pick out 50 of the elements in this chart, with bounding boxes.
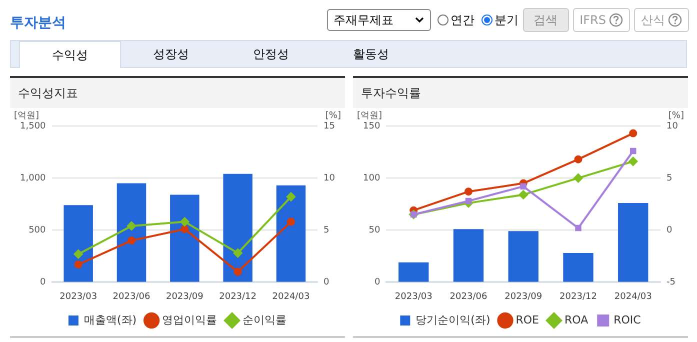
y2-tick-label: -5 xyxy=(666,278,676,288)
x-tick-label: 2023/09 xyxy=(166,292,204,302)
legend-label: 영업이익률 xyxy=(162,313,218,326)
y2-tick-label: 5 xyxy=(666,173,672,184)
y-axis-title: [억원] xyxy=(357,110,382,121)
y-axis-title: [억원] xyxy=(14,110,40,121)
legend-label: 매출액(좌) xyxy=(84,313,137,326)
text: 안정성 xyxy=(252,46,290,63)
text: 연간 xyxy=(450,12,475,28)
y-tick-label: 0 xyxy=(374,278,380,288)
text: 활동성 xyxy=(352,46,390,63)
legend-label: ROIC xyxy=(614,313,642,326)
text: 산식 xyxy=(634,8,689,32)
y2-axis-title: [%] xyxy=(668,110,684,121)
y2-tick-label: 0 xyxy=(666,225,673,236)
text: IFRS xyxy=(572,8,630,32)
legend-label: 순이익률 xyxy=(242,313,287,326)
text: 주재무제표 xyxy=(334,12,394,28)
x-tick-label: 2023/06 xyxy=(112,292,150,302)
text: 분기 xyxy=(494,12,519,28)
y-tick-label: 1,000 xyxy=(20,173,46,184)
chart-title: 수익성지표 xyxy=(10,76,345,108)
y2-axis-title: [%] xyxy=(325,110,341,121)
y-tick-label: 0 xyxy=(40,278,46,288)
y2-tick-label: 15 xyxy=(324,121,335,132)
y2-tick-label: 10 xyxy=(324,173,336,184)
y2-tick-label: 5 xyxy=(324,225,330,236)
x-tick-label: 2023/06 xyxy=(450,292,488,302)
x-tick-label: 2024/03 xyxy=(272,292,310,302)
legend-label: ROA xyxy=(564,313,589,326)
x-tick-label: 2023/12 xyxy=(219,292,257,302)
y-tick-label: 1,500 xyxy=(20,121,46,132)
x-tick-label: 2023/03 xyxy=(60,292,98,302)
legend-label: 당기순이익(좌) xyxy=(416,313,490,326)
text: 투자분석 xyxy=(10,14,66,32)
y-tick-label: 100 xyxy=(362,173,380,184)
x-tick-label: 2023/03 xyxy=(394,292,432,302)
x-tick-label: 2024/03 xyxy=(614,292,652,302)
text: 검색 xyxy=(522,8,569,32)
text: 수익성 xyxy=(19,41,121,68)
text: 성장성 xyxy=(152,46,190,63)
x-tick-label: 2023/09 xyxy=(504,292,542,302)
y2-tick-label: 0 xyxy=(324,278,330,288)
chart-title: 투자수익률 xyxy=(353,76,688,108)
y-tick-label: 500 xyxy=(28,225,46,236)
y-tick-label: 150 xyxy=(362,121,380,132)
y2-tick-label: 10 xyxy=(666,121,678,132)
x-tick-label: 2023/12 xyxy=(560,292,597,302)
y-tick-label: 50 xyxy=(368,225,380,236)
legend-label: ROE xyxy=(516,313,540,326)
